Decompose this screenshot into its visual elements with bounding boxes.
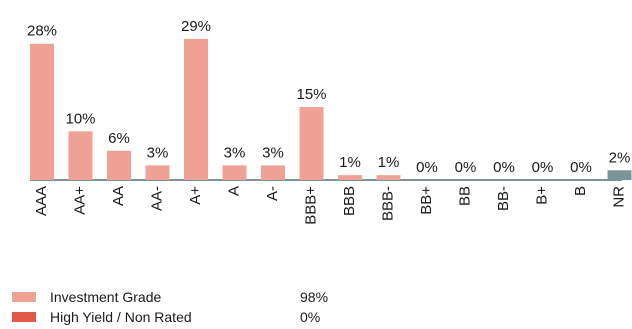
tick-label-AA: AA xyxy=(110,186,127,206)
bar-chart: 28%AAA10%AA+6%AA3%AA-29%A+3%A3%A-15%BBB+… xyxy=(27,18,632,225)
tick-label-NR: NR xyxy=(610,186,627,208)
tick-label-BBB+: BBB+ xyxy=(302,186,319,225)
tick-label-AA-: AA- xyxy=(148,186,165,211)
data-label-AAA: 28% xyxy=(27,23,57,40)
tick-label-A: A xyxy=(225,186,242,196)
legend-value-high-yield: 0% xyxy=(300,309,321,325)
bar-NR xyxy=(607,170,632,180)
data-label-B: 0% xyxy=(570,159,592,176)
data-label-AA-: 3% xyxy=(147,144,169,161)
bar-AA- xyxy=(145,165,170,180)
data-label-AA: 6% xyxy=(108,130,130,147)
tick-label-AAA: AAA xyxy=(33,186,50,216)
bar-BBB- xyxy=(376,175,401,180)
data-label-BBB-: 1% xyxy=(378,154,400,171)
tick-label-BB-: BB- xyxy=(495,186,512,211)
tick-label-AA+: AA+ xyxy=(71,186,88,215)
bar-AAA xyxy=(30,43,54,180)
legend-item-investment-grade: Investment Grade 98% xyxy=(12,287,328,307)
data-label-A+: 29% xyxy=(181,18,211,35)
legend: Investment Grade 98% High Yield / Non Ra… xyxy=(12,287,328,327)
tick-label-BB+: BB+ xyxy=(418,186,435,215)
legend-label-high-yield: High Yield / Non Rated xyxy=(50,309,192,325)
tick-label-B+: B+ xyxy=(533,186,550,205)
legend-value-investment-grade: 98% xyxy=(300,289,329,305)
legend-label-investment-grade: Investment Grade xyxy=(50,289,162,305)
tick-label-A+: A+ xyxy=(187,186,204,205)
bar-A xyxy=(222,165,247,180)
data-label-NR: 2% xyxy=(609,149,631,166)
data-label-BB+: 0% xyxy=(416,159,438,176)
data-label-AA+: 10% xyxy=(65,110,95,127)
bar-A+ xyxy=(184,38,208,180)
data-label-A-: 3% xyxy=(262,144,284,161)
tick-label-BBB-: BBB- xyxy=(379,186,396,221)
legend-swatch-high-yield xyxy=(12,312,36,322)
data-label-BB: 0% xyxy=(455,159,477,176)
tick-label-B: B xyxy=(572,186,589,196)
tick-label-BBB: BBB xyxy=(341,186,358,216)
data-label-BBB: 1% xyxy=(339,154,361,171)
legend-item-high-yield: High Yield / Non Rated 0% xyxy=(12,307,328,327)
legend-swatch-investment-grade xyxy=(12,292,36,302)
data-label-BB-: 0% xyxy=(493,159,515,176)
bar-AA+ xyxy=(68,131,93,180)
tick-label-A-: A- xyxy=(264,186,281,201)
data-label-B+: 0% xyxy=(532,159,554,176)
tick-label-BB: BB xyxy=(456,186,473,206)
bar-AA xyxy=(107,150,131,180)
data-label-A: 3% xyxy=(224,144,246,161)
bar-A- xyxy=(261,165,285,180)
bar-BBB xyxy=(338,175,362,180)
bar-BBB+ xyxy=(299,107,324,180)
data-label-BBB+: 15% xyxy=(296,86,326,103)
